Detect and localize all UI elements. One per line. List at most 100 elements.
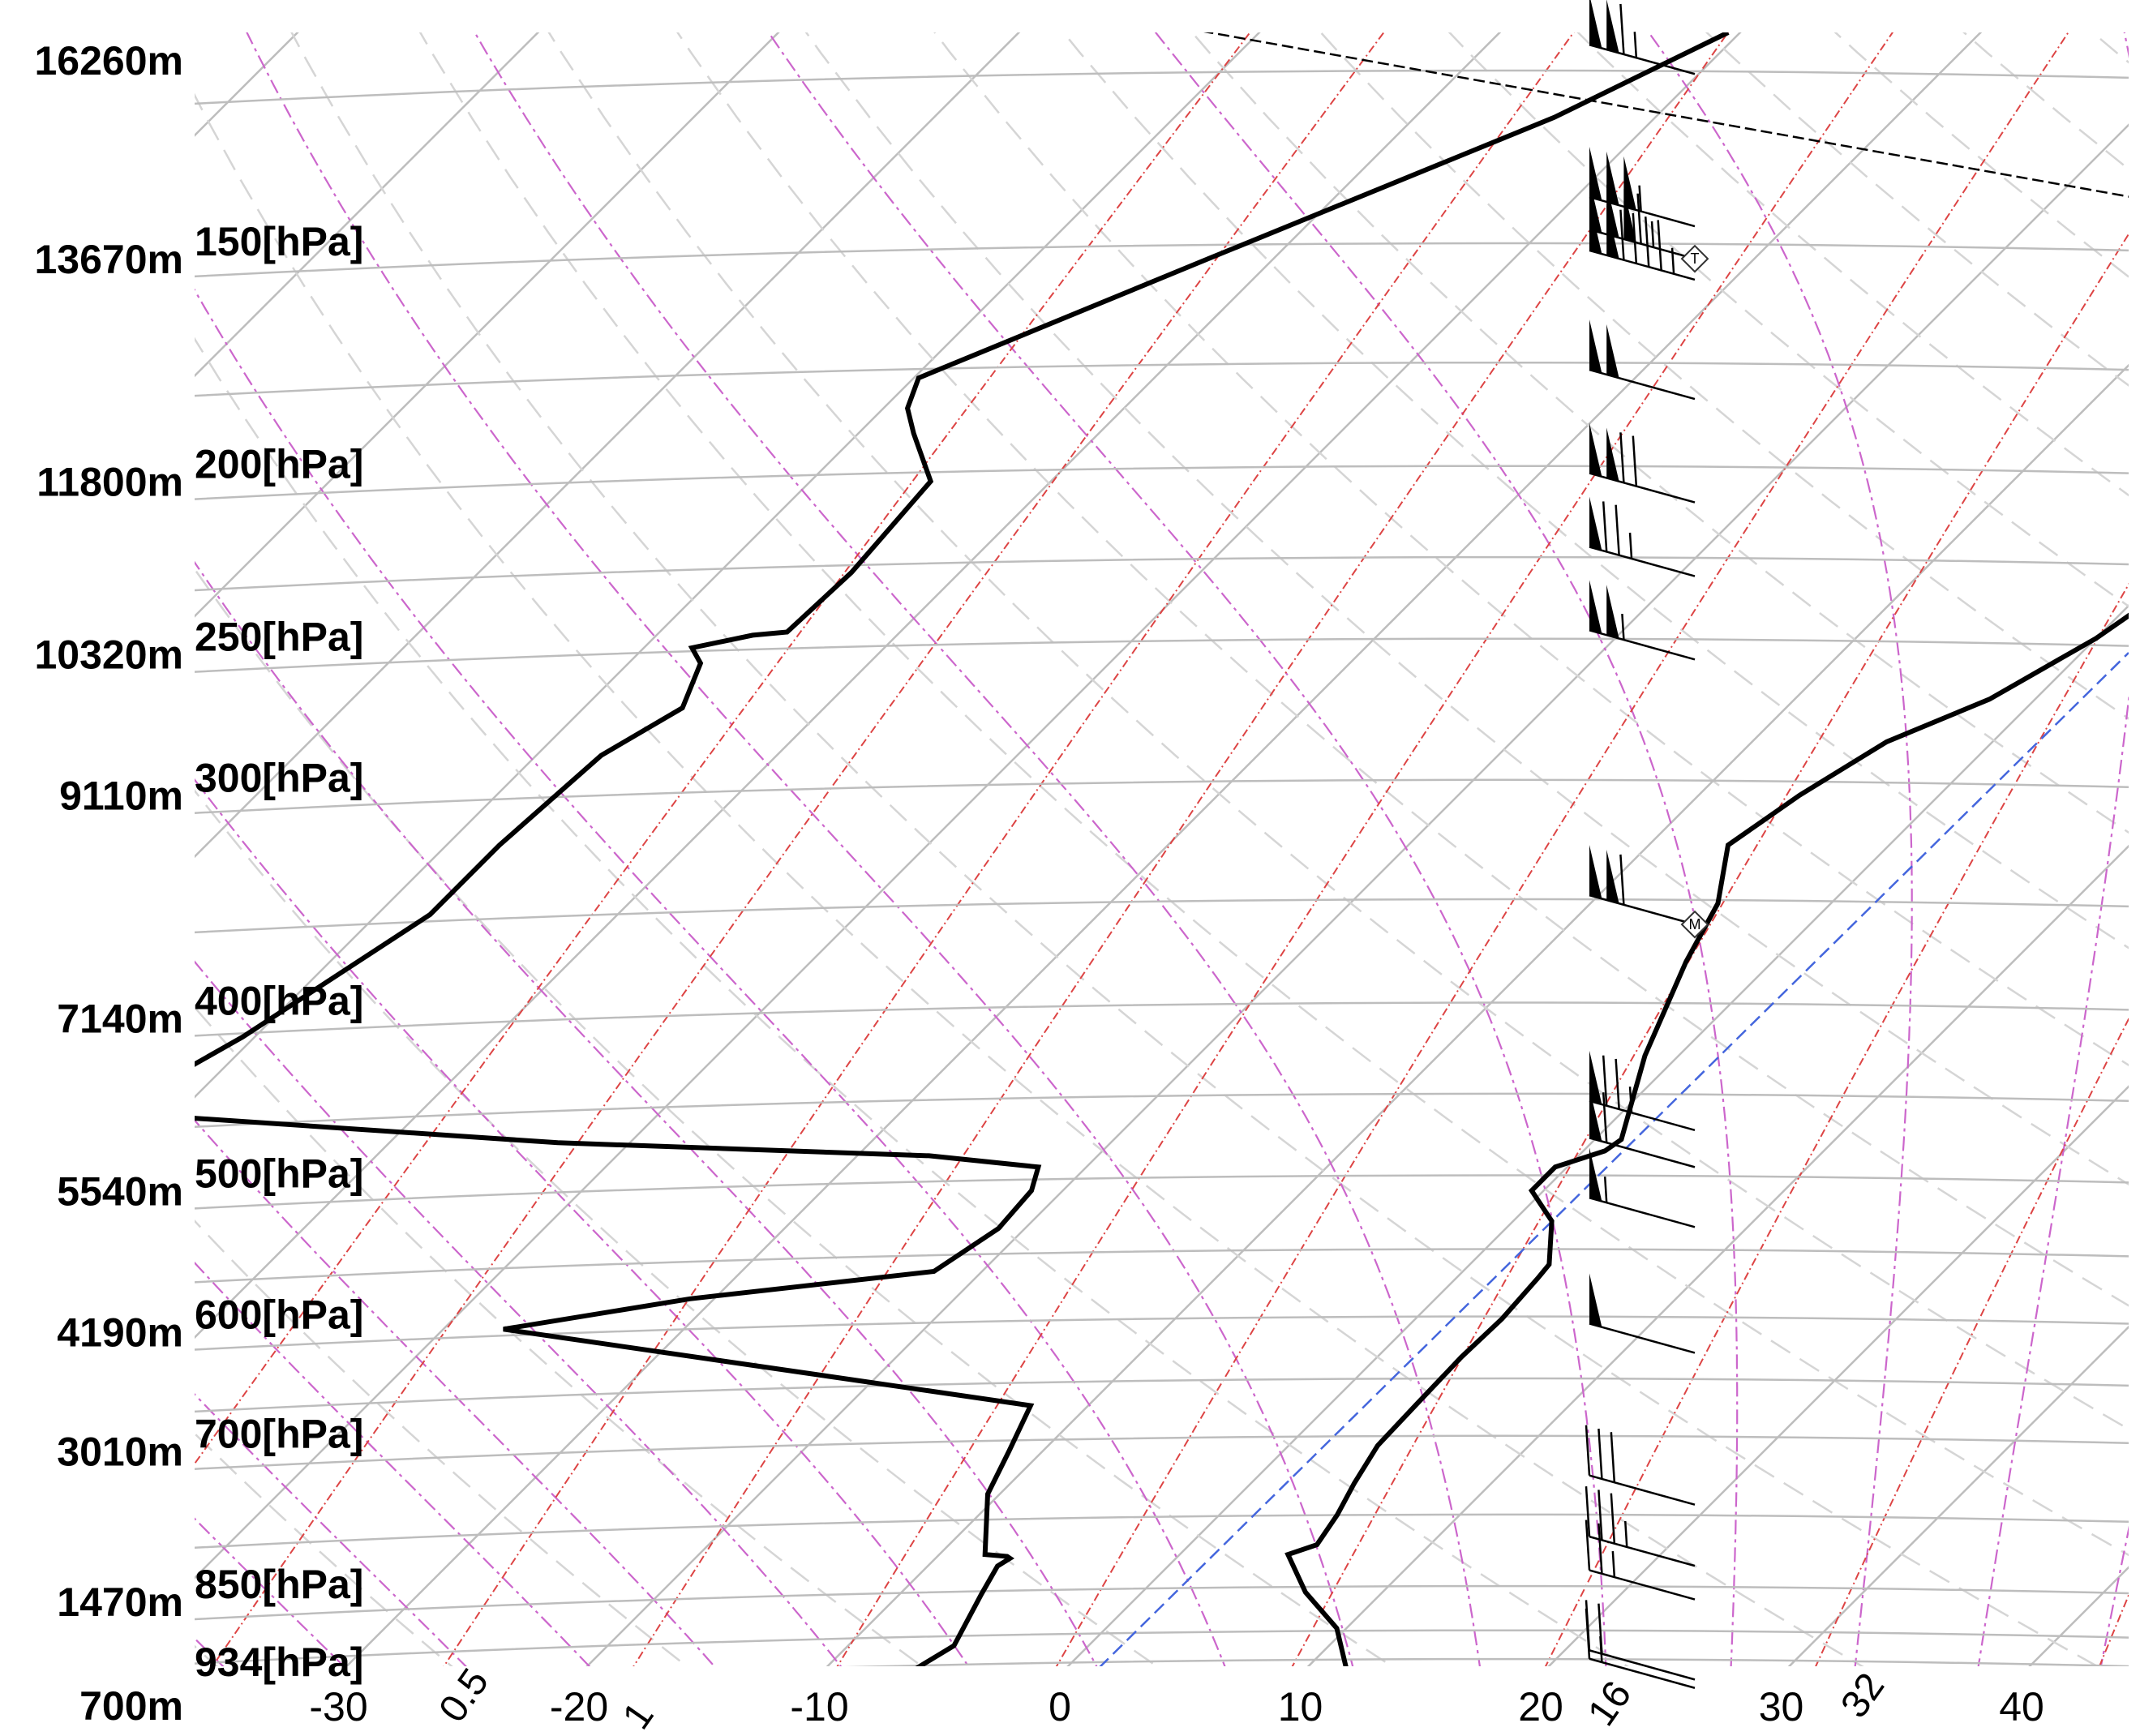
wind-barb-flag [1602, 501, 1608, 552]
wind-barb-flag [1597, 1523, 1603, 1574]
isobar-line [195, 555, 2129, 592]
wind-barb-flag [1619, 854, 1625, 905]
mixing-ratio-label: 32 [1833, 1665, 1893, 1725]
wind-barb-staff [1589, 472, 1696, 504]
wind-marker-letter: M [1689, 916, 1701, 932]
height-label: 5540m [57, 1168, 183, 1214]
mixing-ratio-label: 1 [615, 1695, 663, 1736]
isobar-line [195, 1174, 2129, 1210]
dry-adiabat-line [1962, 32, 2129, 171]
moist-adiabat-line [1154, 32, 1739, 1666]
height-label: 13670m [35, 237, 184, 282]
mixing-ratio-line [1815, 1017, 2129, 1666]
mixing-ratio-line [211, 32, 1385, 1666]
wind-barb-staff [1589, 1099, 1696, 1132]
wind-barb [1589, 1273, 1696, 1354]
wind-barb-half-flag [1670, 247, 1675, 274]
wind-barb-half-flag [1638, 185, 1642, 212]
wind-barb-staff [1589, 1137, 1696, 1168]
isotherm-line [585, 123, 2129, 1666]
isobar-line [195, 898, 2129, 934]
wind-barb-flag [1632, 435, 1638, 487]
wind-barb-half-flag [1611, 1550, 1616, 1578]
tropopause-line [1203, 32, 2129, 198]
wind-barb-staff [1589, 1322, 1696, 1354]
isobar-line [195, 69, 2129, 105]
isotherm-line [1066, 604, 2129, 1666]
wind-barb [1589, 199, 1696, 281]
dry-adiabat-line [195, 92, 1864, 1666]
wind-barb-staff [1589, 195, 1696, 228]
pressure-label: 850[hPa] [195, 1562, 363, 1607]
dry-adiabat-line [195, 1432, 453, 1666]
pressure-label: 600[hPa] [195, 1292, 363, 1337]
isobar-line [195, 637, 2129, 673]
wind-barb-flag [1657, 220, 1662, 271]
pressure-label: 300[hPa] [195, 756, 363, 801]
pressure-label: 150[hPa] [195, 219, 363, 264]
mixing-ratio-line [195, 32, 1251, 1465]
mixing-ratio-line [1055, 32, 2069, 1666]
moist-adiabat-line [195, 1393, 467, 1666]
isotherm-line [195, 32, 1021, 859]
wind-barb [1585, 1425, 1696, 1506]
wind-barb-staff [1589, 368, 1696, 401]
wind-barb [1589, 1087, 1696, 1168]
wind-marker-diamond [1680, 244, 1709, 273]
isotherm-line [195, 32, 1502, 1340]
wind-barb-flag [1632, 212, 1638, 264]
wind-barb-flag [1585, 1520, 1591, 1571]
height-label: 700m [79, 1683, 183, 1729]
wind-marker-diamond [1680, 910, 1709, 939]
wind-barb-pennant [1589, 1087, 1602, 1142]
dry-adiabat-line [195, 1219, 688, 1666]
wind-barb [1585, 1520, 1696, 1601]
mixing-ratio-line [836, 32, 1894, 1666]
isobar-line [844, 1657, 2129, 1666]
isobar-line [195, 1584, 2129, 1621]
dry-adiabat-line [290, 32, 2099, 1666]
moist-adiabat-line [195, 1261, 591, 1666]
mixing-ratio-line [1291, 232, 2129, 1666]
wind-barb-staff [1589, 1569, 1696, 1601]
isobar-line [195, 1248, 2129, 1284]
wind-barb-staff [1589, 894, 1696, 926]
wind-barb-staff [1589, 1197, 1696, 1228]
moist-adiabat-line [246, 32, 1354, 1666]
isobar-line [195, 1092, 2129, 1129]
temperature-tick-label: 30 [1759, 1684, 1804, 1730]
wind-barb-flag [1597, 1428, 1603, 1480]
wind-marker-letter: T [1691, 251, 1700, 267]
label-layer: 150[hPa]13670m200[hPa]11800m250[hPa]1032… [35, 38, 2044, 1736]
wind-barb-half-flag [1650, 221, 1655, 248]
isotherm-line [826, 363, 2129, 1666]
wind-barb-pennant [1606, 0, 1619, 54]
moist-adiabat-line [195, 560, 1098, 1666]
temperature-tick-label: 20 [1518, 1684, 1563, 1730]
wind-barb-flag [1597, 1490, 1603, 1541]
wind-barb [1589, 0, 1696, 75]
height-label: 10320m [35, 632, 184, 678]
isobar-line [195, 1001, 2129, 1037]
wind-barb-pennant [1589, 147, 1602, 201]
temperature-tick-label: -20 [550, 1684, 608, 1730]
temperature-tick-label: -10 [790, 1684, 848, 1730]
wind-barb [1589, 422, 1696, 504]
wind-barb-pennant [1623, 156, 1636, 211]
wind-barb [1589, 496, 1696, 577]
wind-barb-staff [1589, 629, 1696, 661]
moist-adiabat-line [474, 32, 1481, 1666]
freezing-level-line [1099, 652, 2129, 1666]
temperature-tick-label: 40 [1999, 1684, 2044, 1730]
wind-barb-staff [1589, 1535, 1696, 1567]
dry-adiabat-line [1061, 32, 2129, 949]
dry-adiabat-line [1576, 32, 2129, 497]
dry-adiabat-line [195, 336, 1629, 1666]
wind-barb [1589, 1050, 1696, 1132]
wind-barb-layer: TM [1585, 0, 1709, 1689]
dry-adiabat-line [1190, 32, 2129, 834]
temperature-tick-label: 10 [1278, 1684, 1323, 1730]
isobar-line [195, 1513, 2129, 1550]
height-label: 7140m [57, 996, 183, 1041]
pressure-label: 200[hPa] [195, 442, 363, 487]
